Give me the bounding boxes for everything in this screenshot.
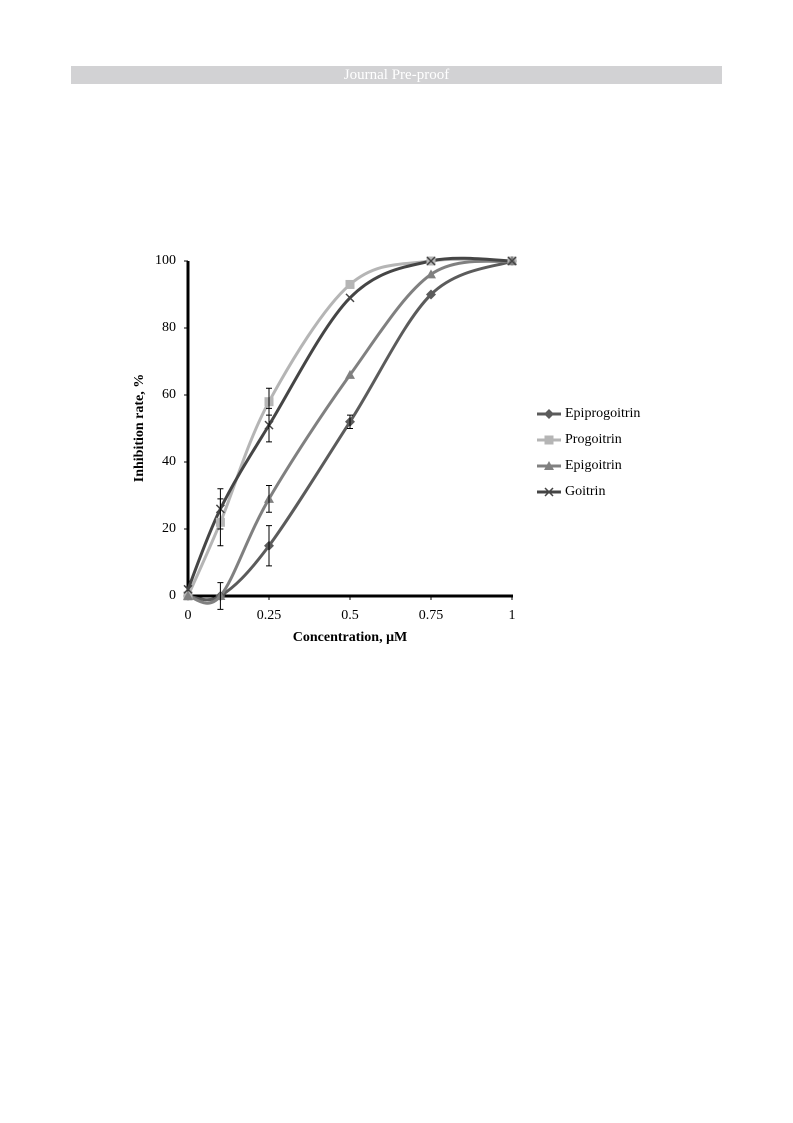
marker bbox=[544, 435, 554, 445]
error-bar bbox=[266, 407, 272, 443]
marker bbox=[345, 279, 355, 289]
marker bbox=[426, 256, 436, 266]
x-tick-label: 1 bbox=[509, 608, 516, 623]
error-bar bbox=[347, 414, 353, 429]
marker bbox=[345, 293, 355, 303]
series-line bbox=[187, 259, 513, 605]
marker bbox=[507, 256, 517, 266]
legend-label: Epiprogoitrin bbox=[565, 406, 640, 421]
marker bbox=[426, 269, 436, 279]
marker bbox=[544, 487, 554, 497]
error-bar bbox=[266, 484, 272, 513]
y-tick-label: 20 bbox=[162, 521, 176, 536]
error-bar bbox=[266, 525, 272, 567]
y-tick-label: 80 bbox=[162, 320, 176, 335]
marker bbox=[183, 584, 193, 594]
marker bbox=[544, 461, 554, 470]
x-tick-label: 0.25 bbox=[257, 608, 282, 623]
error-bar bbox=[217, 488, 224, 530]
y-axis-title: Inhibition rate, % bbox=[132, 374, 147, 483]
marker bbox=[345, 369, 355, 379]
series-line bbox=[187, 259, 513, 602]
y-tick-label: 0 bbox=[169, 588, 176, 603]
marker bbox=[544, 409, 554, 419]
error-bar bbox=[217, 582, 224, 610]
marker bbox=[426, 289, 436, 300]
x-axis-title: Concentration, μM bbox=[293, 630, 407, 645]
y-tick-label: 60 bbox=[162, 387, 176, 402]
y-tick-label: 40 bbox=[162, 454, 176, 469]
x-tick-label: 0.75 bbox=[419, 608, 444, 623]
marker bbox=[183, 591, 193, 600]
header-bar: Journal Pre-proof bbox=[71, 66, 722, 84]
x-tick-label: 0.5 bbox=[341, 608, 359, 623]
legend-label: Progoitrin bbox=[565, 432, 622, 447]
legend-label: Goitrin bbox=[565, 484, 605, 499]
legend-label: Epigoitrin bbox=[565, 458, 622, 473]
y-tick-label: 100 bbox=[155, 253, 176, 268]
x-tick-label: 0 bbox=[185, 608, 192, 623]
